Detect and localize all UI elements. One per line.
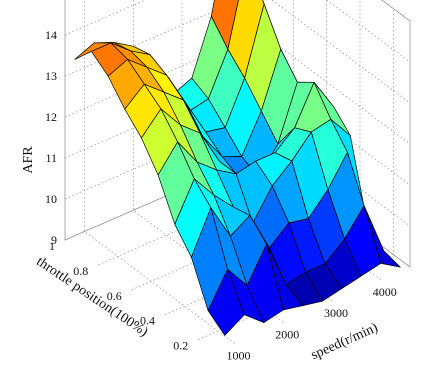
z-tick-label: 13	[45, 69, 57, 83]
surface-mesh	[74, 0, 401, 336]
tick-labels: 9 10 11 12 13 14 15 0.2 0.4 0.6 0.8 1 1000 2000 3000 40…	[45, 0, 397, 363]
x-tick-label: 3000	[324, 306, 348, 320]
y-axis-label: throttle position(100%)	[33, 254, 150, 340]
y-tick-label: 0.8	[73, 264, 88, 278]
y-tick-label: 0.4	[140, 314, 155, 328]
grid-line-y	[198, 8, 394, 340]
z-tick-label: 10	[45, 192, 57, 206]
z-tick-label: 15	[45, 0, 57, 1]
z-tick-label: 11	[45, 151, 57, 165]
z-tick-label: 12	[45, 110, 57, 124]
y-tick-label: 0.6	[107, 289, 122, 303]
z-axis-label: AFR	[21, 146, 36, 174]
z-tick-label: 14	[45, 28, 57, 42]
x-axis-label: speed(r/min)	[309, 320, 381, 363]
z-tick-label: 9	[51, 233, 57, 247]
y-tick-label: 1	[49, 239, 55, 253]
surface-patch	[207, 269, 245, 336]
y-tick-label: 0.2	[173, 339, 188, 353]
x-tick-label: 2000	[275, 327, 299, 341]
x-tick-label: 1000	[227, 349, 251, 363]
x-tick-label: 4000	[373, 285, 397, 299]
